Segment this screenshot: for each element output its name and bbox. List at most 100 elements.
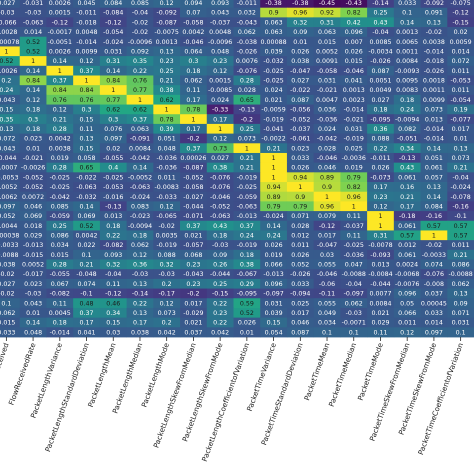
cell-value-label: 0.84 <box>26 78 40 85</box>
heatmap-cell <box>367 201 395 212</box>
x-axis: FlowBytesReceivedFlowReceivedRatePacketL… <box>0 337 465 463</box>
heatmap-cell <box>99 259 128 270</box>
cell-value-label: -0.078 <box>450 194 470 201</box>
cell-value-label: 0.027 <box>0 281 15 288</box>
cell-value-label: -0.059 <box>50 213 70 220</box>
heatmap-cell <box>0 36 21 47</box>
cell-value-label: -0.0088 <box>0 252 19 259</box>
heatmap-cell <box>46 56 74 67</box>
cell-value-label: 0.1 <box>349 329 359 336</box>
heatmap-cell <box>340 249 368 260</box>
cell-value-label: 0.18 <box>26 126 40 133</box>
heatmap-cell <box>19 298 47 309</box>
heatmap-cell <box>393 288 421 299</box>
heatmap-cell <box>286 191 315 202</box>
cell-value-label: -0.048 <box>76 271 96 278</box>
cell-value-label: 0.097 <box>425 329 443 336</box>
cell-value-label: 0.034 <box>318 320 336 327</box>
cell-value-label: 0.24 <box>240 233 254 240</box>
heatmap-cell <box>0 182 21 193</box>
heatmap-cell <box>180 133 208 144</box>
cell-value-label: 0.069 <box>24 213 42 220</box>
heatmap-cell <box>46 327 74 338</box>
cell-value-label: 0.32 <box>160 262 174 269</box>
cell-value-label: -0.054 <box>103 29 123 36</box>
heatmap-cell <box>126 75 154 86</box>
heatmap-cell <box>233 327 261 338</box>
cell-value-label: 0.37 <box>240 223 254 230</box>
heatmap-cell <box>367 94 395 105</box>
cell-value-label: 0.21 <box>240 165 254 172</box>
cell-value-label: 0.14 <box>427 194 441 201</box>
cell-value-label: 0.34 <box>400 145 414 152</box>
cell-value-label: 1 <box>4 48 8 55</box>
heatmap-cell <box>19 327 47 338</box>
heatmap-cell <box>180 27 208 38</box>
heatmap-cell <box>19 220 47 231</box>
cell-value-label: 0.033 <box>291 281 309 288</box>
cell-value-label: 0.017 <box>318 233 336 240</box>
cell-value-label: -0.02 <box>0 291 15 298</box>
heatmap-cell <box>340 65 368 76</box>
heatmap-cell <box>99 240 128 251</box>
cell-value-label: 0.15 <box>80 116 94 123</box>
heatmap-cell <box>126 94 154 105</box>
heatmap-cell <box>313 36 341 47</box>
cell-value-label: 0.0059 <box>450 39 472 46</box>
heatmap-cell <box>340 85 368 96</box>
heatmap-cell <box>393 27 421 38</box>
cell-value-label: -0.066 <box>0 19 17 26</box>
heatmap-cell <box>233 182 261 193</box>
heatmap-cell <box>0 143 21 154</box>
cell-value-label: -0.046 <box>317 271 337 278</box>
cell-value-label: 0.092 <box>131 48 149 55</box>
heatmap-cell <box>153 211 181 222</box>
cell-value-label: 0.024 <box>211 97 229 104</box>
heatmap-cell <box>420 249 448 260</box>
cell-value-label: -0.04 <box>372 29 388 36</box>
cell-value-label: 0.52 <box>0 58 13 65</box>
heatmap-cell <box>73 327 101 338</box>
cell-value-label: -0.058 <box>183 184 203 191</box>
heatmap-cell <box>367 104 395 115</box>
heatmap-cell <box>206 94 234 105</box>
heatmap-cell <box>180 307 208 319</box>
heatmap-cell <box>340 0 368 9</box>
heatmap-cell <box>73 269 101 280</box>
heatmap-cell <box>19 182 47 193</box>
heatmap-cell <box>420 182 448 193</box>
heatmap-cell <box>340 152 368 164</box>
cell-value-label: -0.38 <box>292 0 308 7</box>
heatmap-cell <box>46 307 74 319</box>
heatmap-cell <box>393 85 421 96</box>
cell-value-label: 0.01 <box>293 39 307 46</box>
heatmap-cell <box>420 65 448 76</box>
heatmap-cell <box>19 307 47 319</box>
cell-value-label: 0.051 <box>158 136 176 143</box>
cell-value-label: 0.019 <box>345 165 363 172</box>
cell-value-label: -0.017 <box>23 271 43 278</box>
cell-value-label: 0.82 <box>347 184 361 191</box>
cell-value-label: 1 <box>272 174 276 181</box>
heatmap-cell <box>73 85 101 96</box>
cell-value-label: 0.37 <box>53 78 67 85</box>
heatmap-cell <box>180 269 208 280</box>
cell-value-label: 0.0007 <box>0 165 17 172</box>
heatmap-cell <box>0 85 21 96</box>
heatmap-cell <box>367 17 395 28</box>
heatmap-cell <box>180 327 208 338</box>
heatmap-cell <box>206 133 234 144</box>
heatmap-cell <box>340 201 368 212</box>
heatmap-cell <box>313 123 341 134</box>
cell-value-label: 0.11 <box>53 300 67 307</box>
heatmap-cell <box>206 123 234 134</box>
cell-value-label: 0.76 <box>133 78 147 85</box>
cell-value-label: 0.00026 <box>180 155 206 162</box>
cell-value-label: 0.15 <box>267 320 281 327</box>
cell-value-label: 0.097 <box>0 203 15 210</box>
heatmap-cell <box>19 0 47 9</box>
heatmap-cell <box>340 114 368 125</box>
cell-value-label: 0.0048 <box>209 29 231 36</box>
cell-value-label: 1 <box>58 68 62 75</box>
heatmap-cell <box>0 259 21 270</box>
